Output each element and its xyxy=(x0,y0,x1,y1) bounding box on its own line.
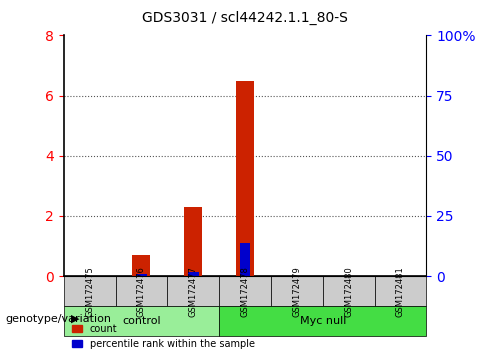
Text: genotype/variation: genotype/variation xyxy=(5,314,111,324)
Bar xyxy=(240,243,250,276)
FancyBboxPatch shape xyxy=(64,276,116,306)
FancyBboxPatch shape xyxy=(116,276,167,306)
Bar xyxy=(184,207,202,276)
Text: control: control xyxy=(122,316,161,326)
Text: GSM172479: GSM172479 xyxy=(293,266,301,316)
FancyBboxPatch shape xyxy=(167,276,219,306)
Text: GSM172480: GSM172480 xyxy=(344,266,353,316)
Bar xyxy=(188,272,198,276)
FancyBboxPatch shape xyxy=(64,306,219,336)
Text: GDS3031 / scl44242.1.1_80-S: GDS3031 / scl44242.1.1_80-S xyxy=(142,11,348,25)
Text: GSM172481: GSM172481 xyxy=(396,266,405,316)
FancyBboxPatch shape xyxy=(374,276,426,306)
Text: GSM172476: GSM172476 xyxy=(137,266,146,316)
Bar xyxy=(136,274,147,276)
Text: GSM172475: GSM172475 xyxy=(85,266,94,316)
Legend: count, percentile rank within the sample: count, percentile rank within the sample xyxy=(69,320,259,353)
FancyBboxPatch shape xyxy=(271,276,323,306)
Text: GSM172477: GSM172477 xyxy=(189,266,197,316)
FancyBboxPatch shape xyxy=(219,276,271,306)
FancyBboxPatch shape xyxy=(219,306,426,336)
Text: Myc null: Myc null xyxy=(299,316,346,326)
Text: GSM172478: GSM172478 xyxy=(241,266,249,316)
Bar xyxy=(132,255,150,276)
Bar xyxy=(236,80,254,276)
Text: ▶: ▶ xyxy=(71,314,79,324)
FancyBboxPatch shape xyxy=(323,276,374,306)
